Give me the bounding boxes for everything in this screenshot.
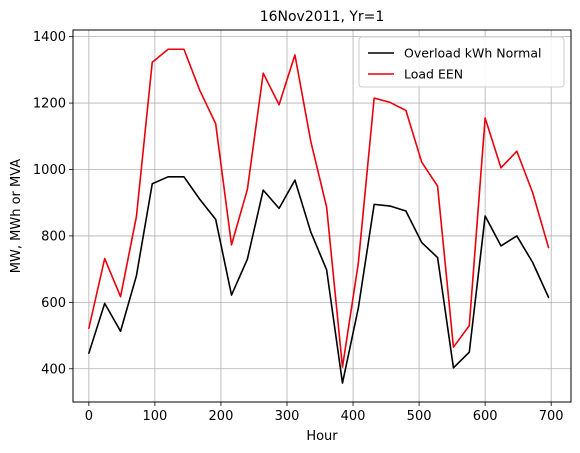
y-tick-label: 400 xyxy=(41,362,66,377)
legend-label: Load EEN xyxy=(404,67,463,82)
legend: Overload kWh Normal Load EEN xyxy=(358,36,565,88)
chart-title: 16Nov2011, Yr=1 xyxy=(260,9,385,25)
x-tick-label: 200 xyxy=(209,409,234,424)
legend-box xyxy=(358,36,565,88)
x-tick-label: 100 xyxy=(142,409,167,424)
series-line-overload-kwh-normal xyxy=(88,176,550,384)
y-tick-label: 1000 xyxy=(33,163,66,178)
x-tick-label: 400 xyxy=(341,409,366,424)
y-tick-label: 1400 xyxy=(33,30,66,45)
x-tick-label: 600 xyxy=(473,409,498,424)
series-line-load-een xyxy=(88,48,550,368)
x-tick-label: 300 xyxy=(275,409,300,424)
x-tick-label: 0 xyxy=(85,409,93,424)
plot-frame xyxy=(72,29,572,403)
axis-ticks: 0 100 200 300 400 500 600 700 400 600 800 1000 1200 1… xyxy=(33,30,564,424)
series-layer xyxy=(88,48,550,384)
x-tick-label: 700 xyxy=(539,409,564,424)
y-tick-label: 1200 xyxy=(33,97,66,112)
y-tick-label: 600 xyxy=(41,296,66,311)
legend-label: Overload kWh Normal xyxy=(404,46,541,61)
y-tick-label: 800 xyxy=(41,229,66,244)
y-axis-title: MW, MWh or MVA xyxy=(9,159,24,273)
x-axis-title: Hour xyxy=(306,429,338,444)
x-tick-label: 500 xyxy=(407,409,432,424)
